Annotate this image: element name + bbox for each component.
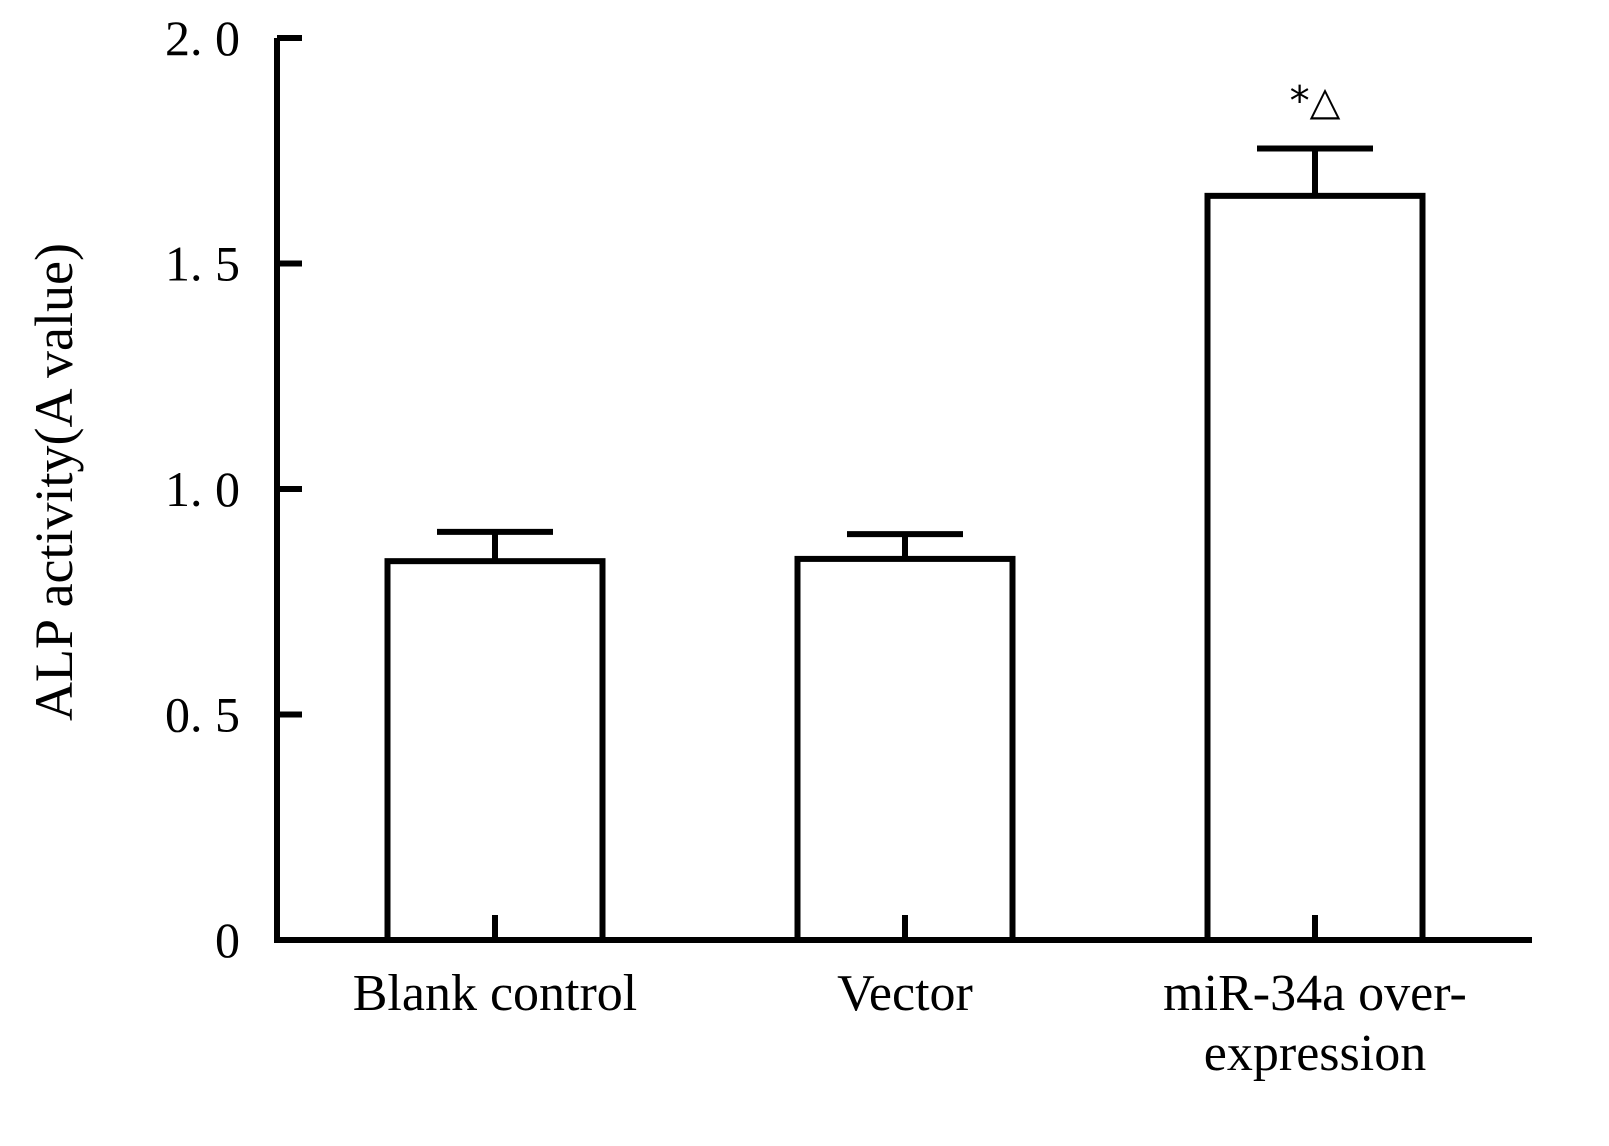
y-tick-label: 0 bbox=[215, 912, 240, 968]
x-tick-label: Blank control bbox=[353, 965, 638, 1022]
bar bbox=[384, 558, 606, 943]
x-axis: Blank control Vector miR-34a over-expressi… bbox=[274, 915, 1532, 1082]
y-axis-title: ALP activity(A value) bbox=[24, 243, 84, 721]
x-tick-label: miR-34a over-expression bbox=[1163, 965, 1467, 1082]
y-tick-label: 0. 5 bbox=[165, 687, 240, 743]
x-tick-label: Vector bbox=[837, 965, 973, 1022]
y-tick-label: 1. 0 bbox=[165, 461, 240, 517]
y-tick-label: 1. 5 bbox=[165, 236, 240, 292]
y-axis: 0 0. 5 1. 0 1. 5 2. 0 bbox=[165, 10, 302, 968]
significance-annotation: *△ bbox=[1290, 78, 1341, 124]
y-tick-label: 2. 0 bbox=[165, 10, 240, 66]
bar bbox=[1204, 192, 1426, 944]
bar bbox=[794, 555, 1016, 944]
bars: *△ bbox=[384, 78, 1426, 944]
